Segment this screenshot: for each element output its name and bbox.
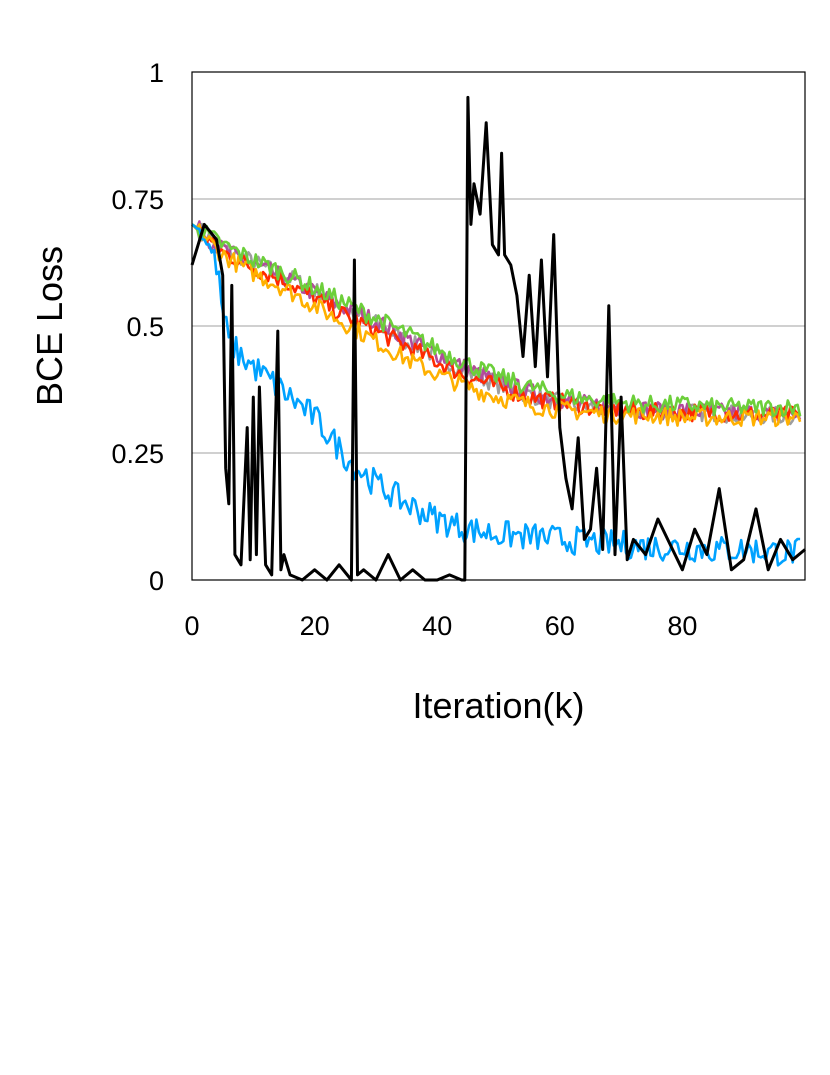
y-axis-label: BCE Loss bbox=[29, 246, 70, 406]
x-tick-label: 60 bbox=[545, 611, 575, 641]
x-axis-ticks: 0 20 40 60 80 bbox=[184, 611, 697, 641]
y-tick-label: 0.75 bbox=[111, 185, 164, 215]
x-tick-label: 20 bbox=[300, 611, 330, 641]
y-tick-label: 0.5 bbox=[126, 312, 164, 342]
series-line-3 bbox=[191, 223, 802, 428]
series-line-6 bbox=[190, 95, 806, 582]
horizontal-gridlines bbox=[192, 198, 805, 454]
y-axis-ticks: 0 0.25 0.5 0.75 1 bbox=[111, 58, 164, 596]
y-tick-label: 0 bbox=[149, 566, 164, 596]
y-tick-label: 1 bbox=[149, 58, 164, 88]
series-line-5 bbox=[191, 223, 801, 567]
y-tick-label: 0.25 bbox=[111, 439, 164, 469]
x-tick-label: 40 bbox=[422, 611, 452, 641]
x-tick-label: 0 bbox=[184, 611, 199, 641]
x-axis-label: Iteration(k) bbox=[412, 685, 584, 726]
x-tick-label: 80 bbox=[667, 611, 697, 641]
series-lines bbox=[190, 95, 806, 582]
series-line-4 bbox=[191, 223, 802, 418]
plot-area-frame bbox=[191, 71, 806, 581]
